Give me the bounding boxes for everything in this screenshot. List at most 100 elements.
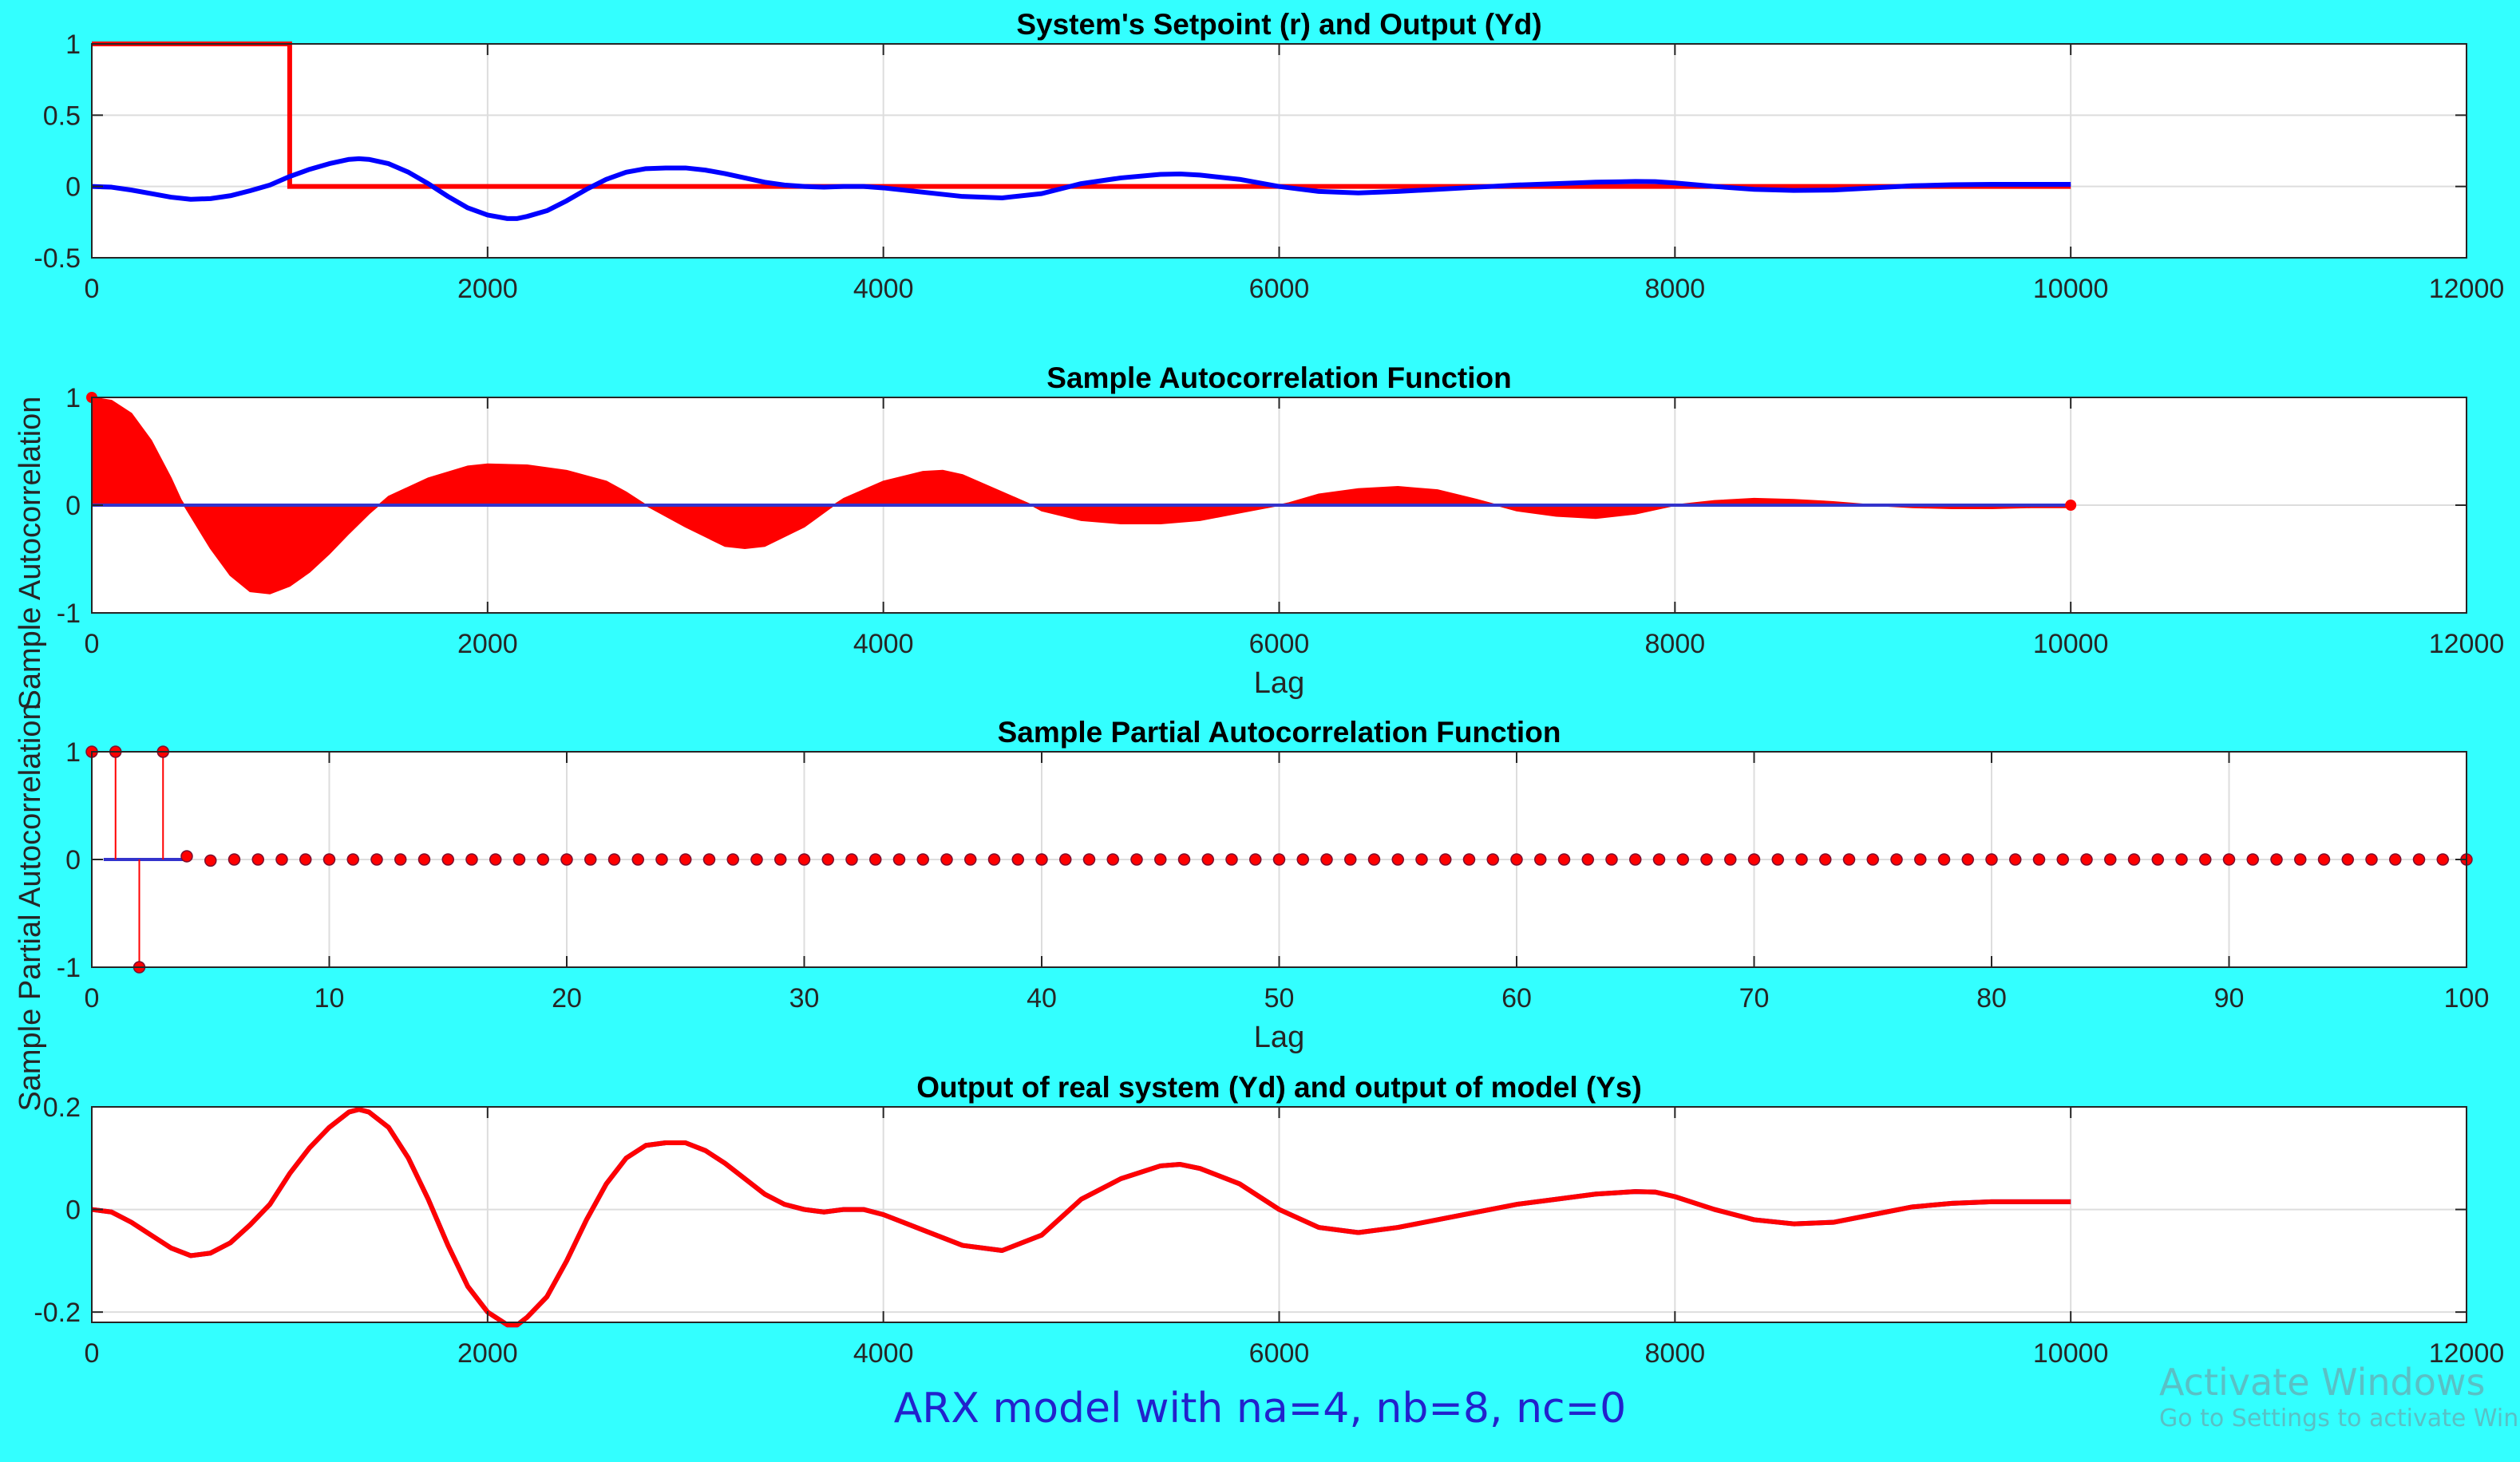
- pacf-marker: [1795, 853, 1808, 866]
- x-tick-label: 0: [85, 274, 100, 304]
- pacf-marker: [655, 853, 668, 866]
- pacf-marker: [1296, 853, 1309, 866]
- pacf-marker: [2009, 853, 2022, 866]
- x-tick-label: 2000: [457, 629, 518, 659]
- pacf-marker: [1700, 853, 1713, 866]
- pacf-marker: [2080, 853, 2093, 866]
- pacf-marker: [1059, 853, 1072, 866]
- y-tick-label: 1: [65, 30, 81, 60]
- pacf-marker: [797, 853, 811, 866]
- pacf-marker: [2127, 853, 2141, 866]
- pacf-marker: [1177, 853, 1191, 866]
- pacf-marker: [892, 853, 906, 866]
- pacf-marker: [1130, 853, 1143, 866]
- x-tick-label: 50: [1264, 983, 1295, 1014]
- pacf-marker: [1272, 853, 1286, 866]
- pacf-marker: [2222, 853, 2236, 866]
- pacf-marker: [1866, 853, 1879, 866]
- pacf-marker: [2032, 853, 2046, 866]
- y-axis-label: Sample Partial Autocorrelation: [14, 703, 47, 1111]
- x-tick-label: 20: [552, 983, 582, 1014]
- pacf-marker: [1819, 853, 1832, 866]
- x-tick-label: 6000: [1249, 629, 1310, 659]
- pacf-marker: [1225, 853, 1238, 866]
- watermark-line-1: Activate Windows: [2159, 1361, 2486, 1404]
- pacf-marker: [726, 853, 739, 866]
- pacf-marker: [2056, 853, 2069, 866]
- pacf-marker: [251, 853, 264, 866]
- pacf-marker: [607, 853, 621, 866]
- pacf-marker: [1557, 853, 1571, 866]
- subplot-setpoint_output: 0 2000 4000 6000 8000 10000 12000-0.500.51Syst…: [34, 8, 2504, 304]
- x-tick-label: 0: [85, 983, 100, 1014]
- series-line-1: [91, 156, 2071, 221]
- x-tick-label: 10000: [2033, 629, 2109, 659]
- acf-marker: [2065, 500, 2077, 511]
- pacf-marker: [774, 853, 787, 866]
- series-line-1: [91, 1107, 2071, 1328]
- pacf-marker: [370, 853, 383, 866]
- y-tick-label: 0: [65, 1195, 81, 1226]
- pacf-marker: [1724, 853, 1737, 866]
- x-tick-label: 60: [1501, 983, 1532, 1014]
- pacf-marker: [1629, 853, 1642, 866]
- pacf-marker: [2270, 853, 2283, 866]
- pacf-marker: [1985, 853, 1998, 866]
- pacf-marker: [2199, 853, 2212, 866]
- pacf-marker: [916, 853, 929, 866]
- pacf-marker: [2389, 853, 2402, 866]
- pacf-marker: [2294, 853, 2307, 866]
- x-tick-label: 4000: [853, 629, 914, 659]
- pacf-marker: [560, 853, 573, 866]
- pacf-marker: [1035, 853, 1048, 866]
- x-tick-label: 0: [85, 1338, 100, 1369]
- y-tick-label: 0: [65, 845, 81, 875]
- chart-title: Sample Partial Autocorrelation Function: [998, 716, 1561, 749]
- pacf-marker: [441, 853, 454, 866]
- pacf-marker: [940, 853, 953, 866]
- watermark-line-2: Go to Settings to activate Windows.: [2159, 1405, 2520, 1433]
- pacf-marker: [1249, 853, 1262, 866]
- pacf-marker: [1747, 853, 1761, 866]
- pacf-marker: [631, 853, 644, 866]
- x-tick-label: 6000: [1249, 1338, 1310, 1369]
- x-tick-label: 10000: [2033, 1338, 2109, 1369]
- pacf-marker: [1961, 853, 1974, 866]
- pacf-marker: [1510, 853, 1523, 866]
- pacf-marker: [702, 853, 716, 866]
- x-tick-label: 2000: [457, 274, 518, 304]
- chart-title: Output of real system (Yd) and output of…: [916, 1071, 1642, 1104]
- figure-caption: ARX model with na=4, nb=8, nc=0: [893, 1385, 1627, 1432]
- activate-windows-watermark: Activate Windows Go to Settings to activ…: [2159, 1361, 2520, 1433]
- pacf-marker: [1439, 853, 1452, 866]
- pacf-marker: [417, 853, 431, 866]
- pacf-marker: [1605, 853, 1618, 866]
- x-tick-label: 30: [789, 983, 820, 1014]
- pacf-marker: [845, 853, 858, 866]
- pacf-marker: [1106, 853, 1119, 866]
- pacf-marker: [275, 853, 288, 866]
- pacf-marker: [322, 853, 336, 866]
- x-axis-label: Lag: [1254, 1021, 1304, 1054]
- pacf-marker: [987, 853, 1001, 866]
- pacf-marker: [1367, 853, 1381, 866]
- x-tick-label: 12000: [2429, 274, 2505, 304]
- pacf-marker: [465, 853, 478, 866]
- acf-stem-area: [91, 396, 2072, 595]
- pacf-marker: [1391, 853, 1404, 866]
- chart-title: Sample Autocorrelation Function: [1046, 362, 1511, 394]
- pacf-marker: [1937, 853, 1951, 866]
- pacf-marker: [2341, 853, 2354, 866]
- pacf-marker: [1581, 853, 1594, 866]
- pacf-marker: [1890, 853, 1903, 866]
- pacf-marker: [227, 853, 241, 866]
- pacf-marker: [1415, 853, 1428, 866]
- pacf-marker: [1201, 853, 1214, 866]
- x-tick-label: 10: [315, 983, 345, 1014]
- pacf-marker: [394, 853, 407, 866]
- pacf-marker: [536, 853, 549, 866]
- y-tick-label: -1: [57, 953, 81, 983]
- pacf-marker: [750, 853, 763, 866]
